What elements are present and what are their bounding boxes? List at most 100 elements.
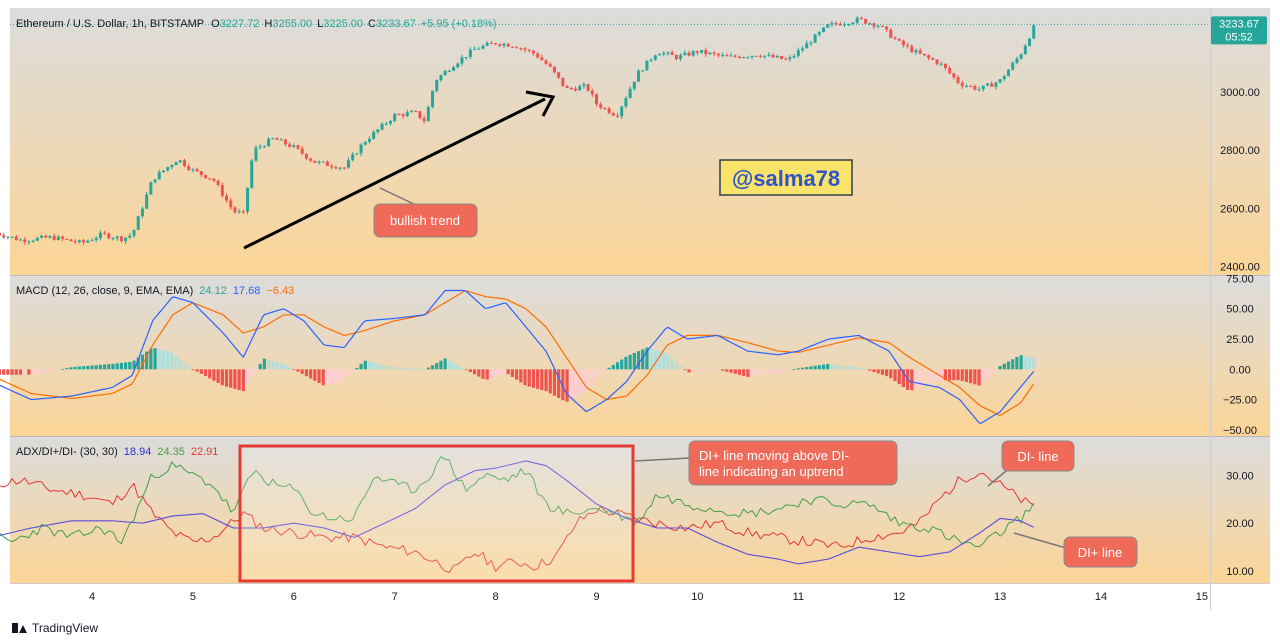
histogram-bar xyxy=(943,369,948,381)
histogram-bar xyxy=(195,369,199,372)
candle-body xyxy=(279,139,283,141)
candle-body xyxy=(321,161,325,163)
candle-body xyxy=(817,31,821,35)
candle-body xyxy=(708,52,712,55)
candle-body xyxy=(687,52,691,56)
histogram-bar xyxy=(489,369,493,379)
candle-body xyxy=(653,55,657,60)
candle-body xyxy=(296,145,300,149)
histogram-bar xyxy=(372,362,376,370)
time-axis-label: 10 xyxy=(691,591,703,603)
candle-body xyxy=(573,88,577,91)
histogram-bar xyxy=(451,362,456,370)
candle-body xyxy=(414,111,418,113)
histogram-bar xyxy=(203,369,208,377)
candle-body xyxy=(502,43,506,46)
histogram-bar xyxy=(153,348,157,370)
histogram-bar xyxy=(86,365,90,370)
histogram-bar xyxy=(893,369,897,382)
candle-body xyxy=(98,232,102,239)
candle-body xyxy=(725,55,729,57)
candle-body xyxy=(893,37,897,39)
histogram-bar xyxy=(700,369,704,372)
histogram-bar xyxy=(742,369,746,376)
histogram-bar xyxy=(746,369,750,377)
histogram-bar xyxy=(346,369,351,377)
histogram-bar xyxy=(309,369,313,379)
histogram-bar xyxy=(35,369,39,374)
candle-body xyxy=(191,169,195,171)
candle-body xyxy=(729,55,733,57)
histogram-bar xyxy=(426,367,430,370)
time-axis-label: 11 xyxy=(793,591,804,603)
candle-body xyxy=(35,237,39,241)
candle-body xyxy=(212,178,216,181)
candle-body xyxy=(44,235,48,238)
candle-body xyxy=(456,63,460,68)
histogram-bar xyxy=(636,351,641,370)
candle-body xyxy=(506,43,510,47)
histogram-bar xyxy=(716,369,721,371)
histogram-bar xyxy=(485,369,489,380)
time-axis-label: 15 xyxy=(1196,591,1208,603)
histogram-bar xyxy=(380,364,384,370)
pane-background-1 xyxy=(10,8,1270,275)
candle-body xyxy=(540,57,544,61)
histogram-bar xyxy=(519,369,523,383)
histogram-bar xyxy=(48,369,52,372)
candle-body xyxy=(489,42,493,44)
candle-body xyxy=(918,50,922,54)
candle-body xyxy=(599,104,603,108)
candle-body xyxy=(477,48,481,50)
histogram-bar xyxy=(826,364,830,370)
histogram-bar xyxy=(985,369,990,379)
histogram-bar xyxy=(119,362,124,370)
bar-countdown: 05:52 xyxy=(1225,31,1253,43)
candle-body xyxy=(372,132,376,139)
histogram-bar xyxy=(132,360,136,370)
histogram-bar xyxy=(401,367,405,370)
candle-body xyxy=(136,216,140,230)
candle-body xyxy=(813,34,817,43)
candle-body xyxy=(77,240,81,243)
histogram-bar xyxy=(31,369,35,375)
histogram-bar xyxy=(990,369,994,375)
candle-body xyxy=(48,236,52,238)
histogram-bar xyxy=(56,369,60,371)
histogram-bar xyxy=(250,369,254,378)
histogram-bar xyxy=(775,369,779,373)
histogram-bar xyxy=(800,367,805,370)
histogram-bar xyxy=(863,369,868,371)
histogram-bar xyxy=(590,369,594,385)
candle-body xyxy=(531,50,535,54)
candle-body xyxy=(641,70,645,72)
box-callout: DI+ line moving above DI- line indicatin… xyxy=(688,440,898,486)
candle-body xyxy=(56,236,60,240)
histogram-bar xyxy=(111,363,115,370)
candle-body xyxy=(620,106,624,117)
candle-body xyxy=(910,46,914,53)
histogram-bar xyxy=(855,366,859,370)
author-watermark-text: @salma78 xyxy=(732,166,840,191)
candle-body xyxy=(868,23,872,25)
histogram-bar xyxy=(737,369,742,375)
candle-body xyxy=(578,86,582,91)
candle-body xyxy=(822,27,826,32)
candle-body xyxy=(830,22,834,25)
candle-body xyxy=(956,77,960,83)
candle-body xyxy=(73,241,77,243)
di-plus-callout-pointer xyxy=(1013,532,1067,549)
di-plus-line xyxy=(0,456,1035,548)
histogram-bar xyxy=(14,369,18,375)
candle-body xyxy=(258,146,262,148)
histogram-bar xyxy=(620,359,624,370)
candle-body xyxy=(990,83,994,87)
histogram-bar xyxy=(81,366,86,370)
candle-body xyxy=(254,147,258,161)
histogram-bar xyxy=(956,369,960,381)
histogram-bar xyxy=(77,366,81,370)
candle-body xyxy=(527,49,531,51)
histogram-bar xyxy=(199,369,203,374)
candle-body xyxy=(826,24,830,28)
